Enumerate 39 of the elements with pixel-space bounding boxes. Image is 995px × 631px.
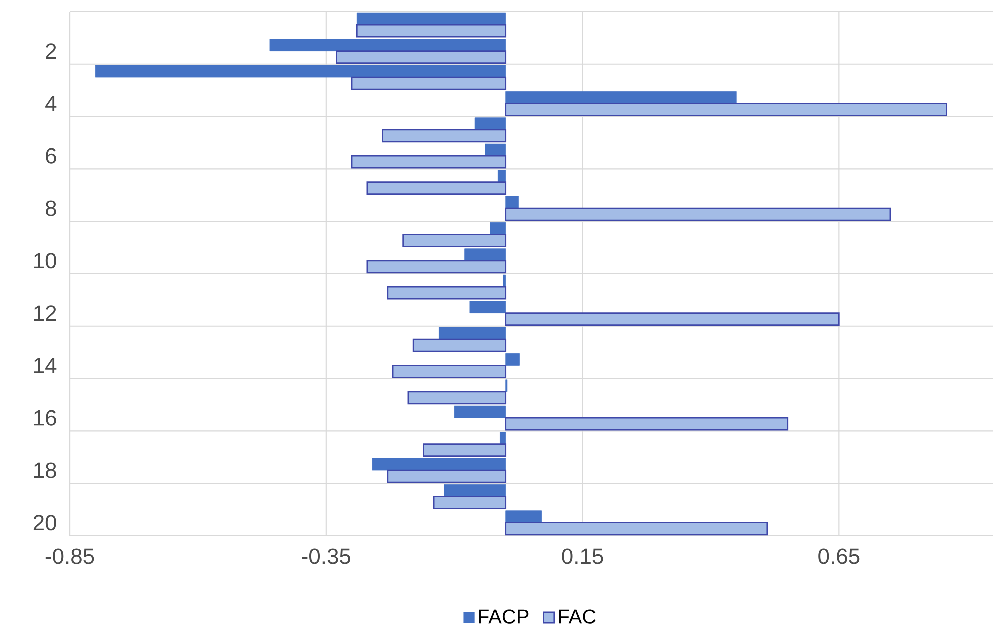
bar: [503, 274, 506, 288]
bar: [270, 39, 506, 52]
bar: [412, 338, 507, 352]
bar: [498, 170, 506, 182]
x-tick-label: 0.15: [562, 548, 604, 564]
bar: [95, 65, 506, 78]
y-tick-label: 10: [34, 253, 56, 269]
y-tick-label: 2: [46, 44, 56, 59]
bar: [474, 118, 506, 130]
bar: [490, 222, 506, 235]
bar: [506, 353, 520, 366]
bar: [372, 458, 506, 471]
y-tick-label: 8: [46, 200, 56, 216]
y-tick-label: 6: [46, 148, 56, 164]
bar: [464, 248, 506, 262]
bar: [470, 301, 506, 314]
bar: [444, 484, 506, 497]
bar: [351, 76, 507, 90]
bar: [506, 91, 737, 104]
legend-label: FAC: [559, 610, 596, 624]
bar: [506, 510, 542, 524]
bar: [387, 470, 507, 484]
x-tick-label: -0.35: [302, 548, 351, 564]
bar: [505, 208, 892, 222]
bar: [356, 12, 506, 26]
legend-label: FACP: [479, 610, 529, 624]
bar: [506, 196, 519, 209]
y-tick-label: 14: [34, 358, 57, 374]
y-tick-label: 4: [46, 96, 57, 112]
y-tick-label: 20: [34, 515, 56, 531]
y-tick-label: 12: [34, 306, 56, 321]
x-tick-label: 0.65: [818, 548, 860, 564]
bar: [454, 406, 506, 418]
y-tick-label: 18: [34, 462, 56, 478]
bar: [500, 432, 506, 444]
bar: [485, 144, 506, 156]
bar: [439, 327, 506, 340]
x-tick-label: -0.85: [46, 548, 94, 564]
y-tick-label: 16: [34, 410, 56, 426]
